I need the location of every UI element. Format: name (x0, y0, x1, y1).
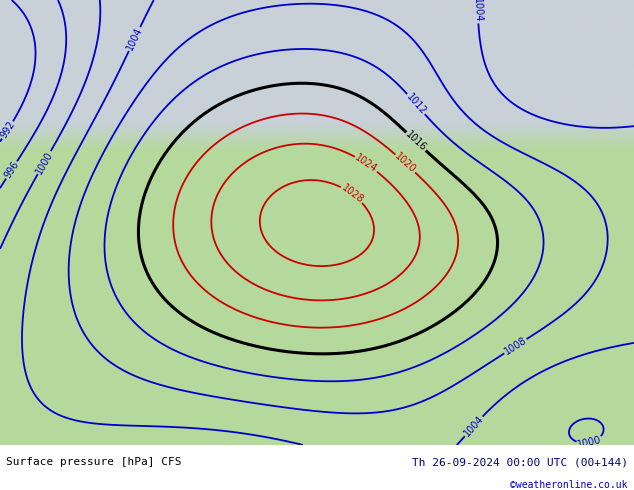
Text: Surface pressure [hPa] CFS: Surface pressure [hPa] CFS (6, 457, 182, 467)
Text: ©weatheronline.co.uk: ©weatheronline.co.uk (510, 481, 628, 490)
Text: 1024: 1024 (353, 153, 379, 175)
Text: 1004: 1004 (472, 0, 483, 23)
Text: 1012: 1012 (404, 92, 428, 117)
Text: 1028: 1028 (339, 183, 365, 205)
Text: 992: 992 (0, 120, 17, 141)
Text: 1004: 1004 (462, 414, 486, 439)
Text: 1004: 1004 (125, 26, 145, 52)
Text: Th 26-09-2024 00:00 UTC (00+144): Th 26-09-2024 00:00 UTC (00+144) (411, 457, 628, 467)
Text: 1000: 1000 (576, 435, 602, 450)
Text: 1008: 1008 (502, 336, 529, 357)
Text: 1020: 1020 (393, 151, 418, 175)
Text: 1016: 1016 (404, 129, 429, 153)
Text: 1000: 1000 (34, 149, 55, 176)
Text: 996: 996 (3, 160, 21, 180)
